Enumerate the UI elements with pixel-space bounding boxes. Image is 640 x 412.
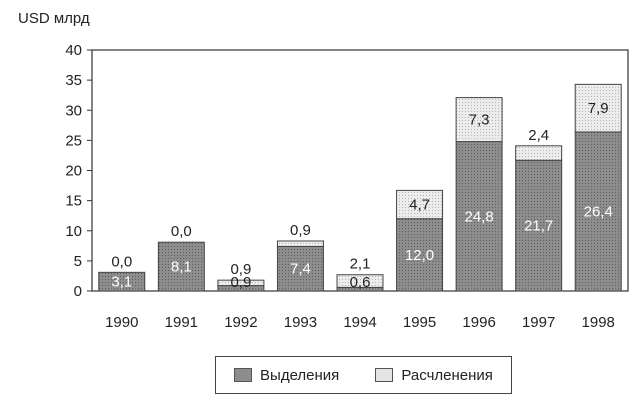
legend-label-raschleneniya: Расчленения — [401, 366, 493, 384]
bar-segment-raschleneniya-1997 — [515, 145, 563, 161]
bar-segment-raschleneniya-1994 — [336, 274, 384, 288]
data-label-vydeleniya-1992: 0,9 — [230, 274, 251, 291]
bar-segment-raschleneniya-1995 — [396, 189, 444, 220]
data-label-vydeleniya-1998: 26,4 — [584, 203, 613, 220]
data-label-raschleneniya-1990: 0,0 — [111, 253, 132, 270]
y-tick-label: 15 — [65, 193, 82, 210]
x-tick-label-1995: 1995 — [403, 314, 436, 331]
x-tick-label-1990: 1990 — [105, 314, 138, 331]
axes: 0 5 10 15 20 25 30 35 40 1990 1991 1992 1993 1994 1995… — [65, 42, 629, 331]
data-label-raschleneniya-1991: 0,0 — [171, 223, 192, 240]
bar-segment-vydeleniya-1996 — [455, 141, 503, 292]
y-tick-label: 10 — [65, 223, 82, 240]
data-label-raschleneniya-1993: 0,9 — [290, 222, 311, 239]
legend-swatch-raschleneniya — [375, 368, 394, 382]
y-tick-label: 5 — [74, 253, 82, 270]
bar-segment-raschleneniya-1993 — [276, 240, 324, 247]
x-tick-label-1997: 1997 — [522, 314, 555, 331]
y-tick-label: 20 — [65, 163, 82, 180]
data-label-vydeleniya-1994: 0,6 — [350, 274, 371, 291]
legend-swatch-vydeleniya — [234, 368, 253, 382]
legend-entry-vydeleniya: Выделения — [234, 367, 339, 384]
data-label-raschleneniya-1994: 2,1 — [350, 256, 371, 273]
data-label-raschleneniya-1995: 4,7 — [409, 197, 430, 214]
bar-segment-vydeleniya-1993 — [276, 245, 324, 292]
x-tick-label-1992: 1992 — [224, 314, 257, 331]
data-label-vydeleniya-1993: 7,4 — [290, 261, 311, 278]
bar-segment-vydeleniya-1995 — [396, 218, 444, 292]
data-label-vydeleniya-1991: 8,1 — [171, 259, 192, 276]
legend: Выделения Расчленения — [215, 356, 512, 394]
y-tick-label: 30 — [65, 102, 82, 119]
data-label-vydeleniya-1995: 12,0 — [405, 247, 434, 264]
y-tick-label: 25 — [65, 132, 82, 149]
x-tick-label-1994: 1994 — [343, 314, 376, 331]
bar-segment-vydeleniya-1997 — [515, 159, 563, 292]
x-tick-label-1998: 1998 — [582, 314, 615, 331]
data-label-raschleneniya-1992: 0,9 — [230, 261, 251, 278]
data-labels: 3,10,0 8,10,00,90,9 7,40,90,62,112,04,724,… — [111, 100, 612, 291]
legend-label-vydeleniya: Выделения — [260, 366, 340, 384]
y-tick-label: 0 — [74, 283, 82, 300]
data-label-vydeleniya-1996: 24,8 — [465, 208, 494, 225]
y-axis-unit-label: USD млрд — [18, 10, 90, 27]
data-label-vydeleniya-1997: 21,7 — [524, 218, 553, 235]
legend-entry-raschleneniya: Расчленения — [375, 367, 493, 384]
bars — [98, 83, 622, 292]
bar-segment-raschleneniya-1996 — [455, 97, 503, 143]
data-label-vydeleniya-1990: 3,1 — [111, 274, 132, 291]
y-tick-label: 35 — [65, 72, 82, 89]
bar-segment-raschleneniya-1998 — [574, 83, 622, 133]
x-tick-label-1996: 1996 — [462, 314, 495, 331]
data-label-raschleneniya-1998: 7,9 — [588, 100, 609, 117]
bar-segment-vydeleniya-1998 — [574, 131, 622, 292]
x-tick-label-1991: 1991 — [165, 314, 198, 331]
bar-segment-raschleneniya-1992 — [217, 279, 265, 287]
bar-segment-vydeleniya-1991 — [157, 241, 205, 292]
bar-segment-vydeleniya-1990 — [98, 271, 146, 292]
data-label-raschleneniya-1996: 7,3 — [469, 112, 490, 129]
data-label-raschleneniya-1997: 2,4 — [528, 127, 549, 144]
y-tick-label: 40 — [65, 42, 82, 59]
x-tick-label-1993: 1993 — [284, 314, 317, 331]
